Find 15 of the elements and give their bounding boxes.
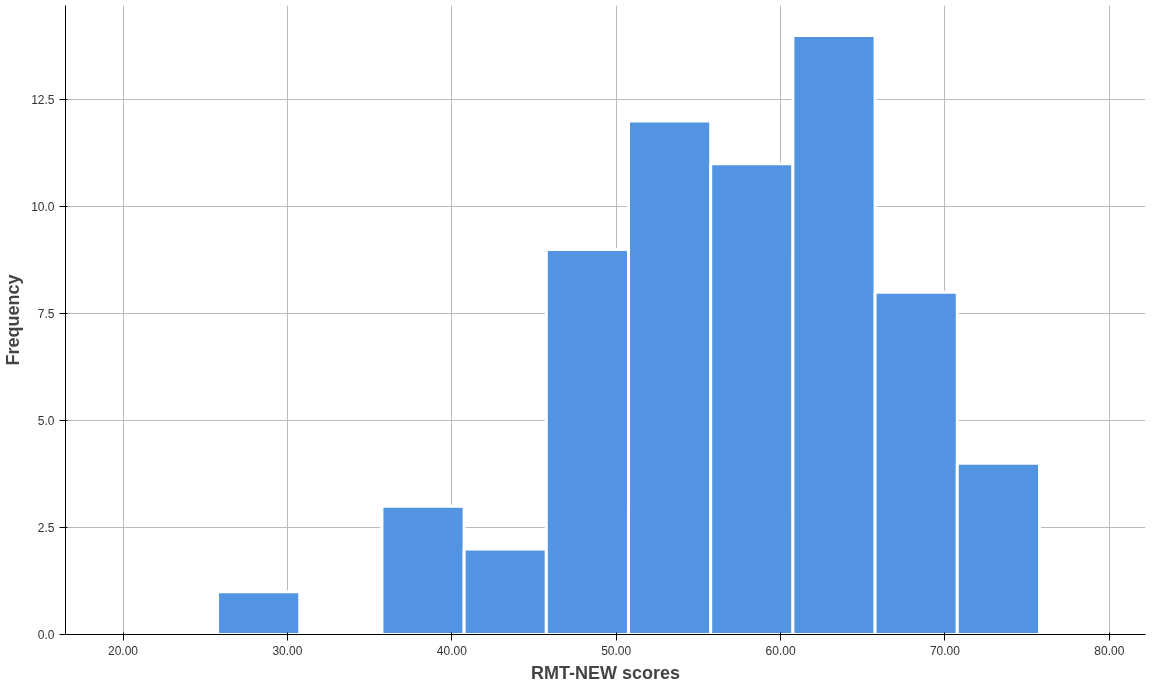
x-tick-label: 70.00 <box>929 643 961 658</box>
x-tick-label: 50.00 <box>601 643 632 658</box>
x-tick-label: 60.00 <box>765 643 796 658</box>
x-tick-label: 20.00 <box>108 643 139 658</box>
x-tick-label: 80.00 <box>1094 643 1125 658</box>
x-tick-label: 40.00 <box>436 643 468 658</box>
x-axis-title: RMT-NEW scores <box>530 662 681 683</box>
y-tick-label: 2.5 <box>37 521 55 536</box>
y-tick-label: 12.5 <box>31 93 55 108</box>
y-tick-label: 7.5 <box>37 307 55 322</box>
y-tick-label: 10.0 <box>31 200 55 215</box>
y-tick-label: 5.0 <box>37 414 55 429</box>
y-axis-title: Frequency <box>3 274 24 366</box>
y-tick-label: 0.0 <box>37 628 55 642</box>
x-tick-label: 30.00 <box>272 643 303 658</box>
